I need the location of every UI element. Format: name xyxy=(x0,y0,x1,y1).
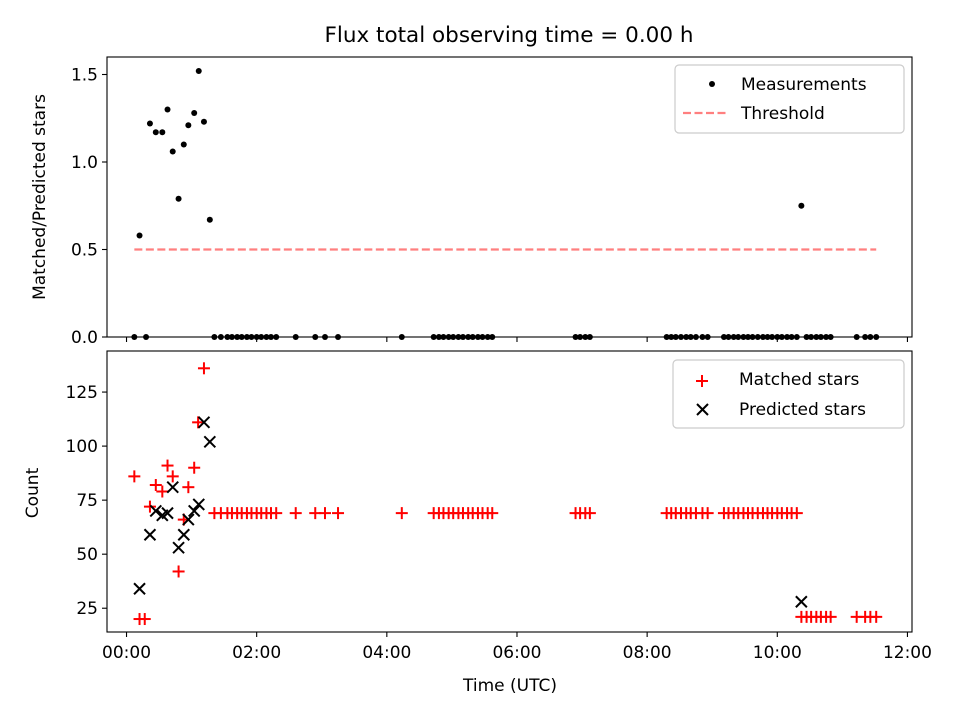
matched-star-point xyxy=(156,485,169,498)
y-tick-label: 1.5 xyxy=(71,66,98,86)
y-tick-label: 100 xyxy=(66,437,98,457)
matched-star-point xyxy=(790,507,803,520)
matched-star-point xyxy=(192,416,205,429)
count-panel: Count Time (UTC) 00:00 02:00 04:00 06:00 08:… xyxy=(23,350,932,696)
predicted-star-point xyxy=(192,498,205,511)
predicted-star-point xyxy=(133,582,146,595)
measurement-point xyxy=(206,216,213,223)
top-y-axis-label: Matched/Predicted stars xyxy=(30,94,50,300)
measurement-point xyxy=(152,129,159,136)
predicted-star-point xyxy=(161,506,174,520)
x-tick-label: 00:00 xyxy=(102,643,151,663)
measurement-point xyxy=(195,68,202,74)
matched-star-point xyxy=(701,507,714,520)
matched-star-point xyxy=(182,481,195,494)
bottom-tick-group: 00:00 02:00 04:00 06:00 08:00 10:00 12:00 25 50 7… xyxy=(66,383,932,663)
predicted-star-point xyxy=(166,480,179,494)
predicted-star-point xyxy=(795,595,808,608)
measurement-point xyxy=(200,118,207,125)
legend-predicted-label: Predicted stars xyxy=(739,400,866,420)
y-tick-label: 50 xyxy=(76,545,98,565)
legend-measurements-label: Measurements xyxy=(741,75,867,95)
matched-star-point xyxy=(270,507,283,520)
x-tick-label: 08:00 xyxy=(623,643,672,663)
measurement-point xyxy=(146,120,153,127)
measurement-point xyxy=(159,129,166,136)
x-axis-label: Time (UTC) xyxy=(462,676,557,696)
matched-star-point xyxy=(188,461,201,474)
matched-star-point xyxy=(172,565,185,578)
top-marks-group xyxy=(131,68,880,340)
measurement-point xyxy=(136,232,143,239)
matched-star-point xyxy=(149,479,162,492)
matched-star-point xyxy=(161,459,174,472)
bottom-legend: Matched stars Predicted stars xyxy=(672,359,905,429)
matched-star-point xyxy=(289,507,302,520)
predicted-star-point xyxy=(203,435,217,448)
matched-star-point xyxy=(138,613,151,626)
measurement-point xyxy=(164,106,171,113)
matched-star-point xyxy=(319,507,332,520)
top-tick-group: 0.0 0.5 1.0 1.5 xyxy=(71,66,908,348)
chart-title: Flux total observing time = 0.00 h xyxy=(325,23,694,48)
y-tick-label: 75 xyxy=(76,491,98,511)
measurement-point xyxy=(191,110,198,116)
legend-matched-marker xyxy=(696,375,708,387)
matched-star-point xyxy=(395,507,408,520)
predicted-star-point xyxy=(143,528,157,541)
matched-star-point xyxy=(583,507,596,520)
x-tick-label: 10:00 xyxy=(753,643,802,663)
legend-matched-label: Matched stars xyxy=(739,370,859,390)
matched-star-point xyxy=(143,500,156,513)
measurement-point xyxy=(798,202,805,209)
bottom-marks-group xyxy=(128,362,883,626)
x-tick-label: 12:00 xyxy=(883,643,932,663)
matched-star-point xyxy=(824,610,837,623)
bottom-legend-box xyxy=(672,359,905,429)
top-legend: Measurements Threshold xyxy=(674,64,905,134)
y-tick-label: 25 xyxy=(76,599,98,619)
x-tick-label: 02:00 xyxy=(232,643,281,663)
predicted-star-point xyxy=(197,416,211,429)
y-tick-label: 0.5 xyxy=(71,241,98,261)
predicted-star-point xyxy=(187,504,201,518)
matched-star-point xyxy=(332,507,345,520)
predicted-star-point xyxy=(177,528,190,541)
matched-star-point xyxy=(128,470,141,483)
x-tick-label: 06:00 xyxy=(492,643,541,663)
measurement-point xyxy=(185,122,192,129)
matched-star-point xyxy=(870,610,883,623)
y-tick-label: 0.0 xyxy=(71,328,98,348)
y-tick-label: 125 xyxy=(66,383,98,403)
legend-threshold-label: Threshold xyxy=(740,104,825,124)
y-tick-label: 1.0 xyxy=(71,153,98,173)
predicted-star-point xyxy=(149,504,163,518)
measurement-point xyxy=(180,141,187,148)
predicted-star-point xyxy=(172,541,185,554)
bottom-y-axis-label: Count xyxy=(23,467,43,518)
bottom-axes-frame xyxy=(106,350,913,633)
matched-star-point xyxy=(197,362,210,375)
measurement-point xyxy=(169,148,176,155)
legend-measurements-marker xyxy=(709,81,715,87)
measurement-point xyxy=(175,195,182,202)
ratio-panel: Flux total observing time = 0.00 h Match… xyxy=(30,23,913,348)
matched-star-point xyxy=(486,507,499,520)
top-legend-box xyxy=(674,64,905,134)
matched-star-point xyxy=(166,470,179,483)
top-axes-frame xyxy=(106,56,913,338)
legend-predicted-marker xyxy=(696,403,709,416)
predicted-star-point xyxy=(182,513,195,526)
x-tick-label: 04:00 xyxy=(362,643,411,663)
